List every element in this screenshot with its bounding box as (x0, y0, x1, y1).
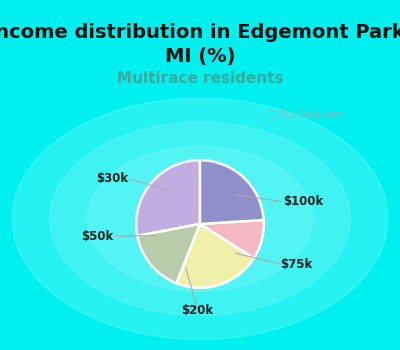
Text: Income distribution in Edgemont Park,
MI (%): Income distribution in Edgemont Park, MI… (0, 23, 400, 65)
Circle shape (87, 146, 313, 291)
Wedge shape (136, 160, 200, 236)
Wedge shape (137, 224, 200, 284)
Text: Multirace residents: Multirace residents (117, 71, 283, 86)
Wedge shape (200, 220, 264, 258)
Wedge shape (176, 224, 254, 288)
Circle shape (50, 122, 350, 315)
Text: 🔍 City-Data.com: 🔍 City-Data.com (269, 110, 342, 119)
Text: $50k: $50k (82, 230, 114, 243)
Wedge shape (200, 160, 264, 224)
Text: $100k: $100k (283, 195, 324, 208)
Text: $75k: $75k (280, 258, 313, 271)
Text: $30k: $30k (96, 172, 128, 184)
Circle shape (12, 98, 388, 340)
Text: $20k: $20k (181, 304, 213, 317)
